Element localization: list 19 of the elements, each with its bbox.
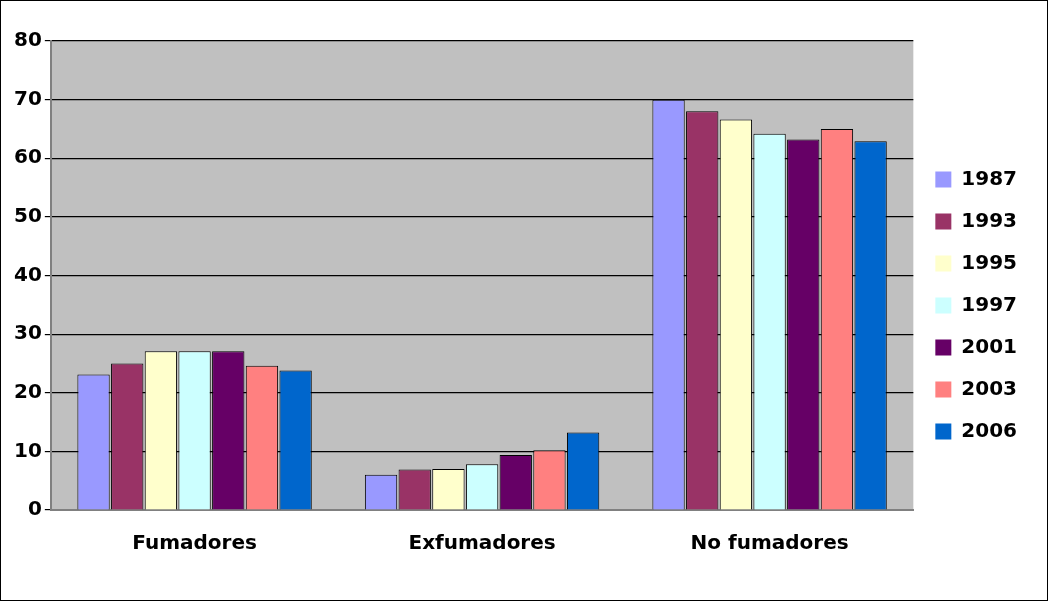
- legend-label: 1995: [961, 249, 1018, 274]
- x-tick-label: Fumadores: [132, 530, 257, 555]
- legend-label: 2003: [961, 375, 1018, 400]
- y-tick-label: 40: [13, 261, 42, 286]
- y-tick-label: 0: [27, 496, 42, 521]
- legend-label: 2006: [961, 417, 1018, 442]
- y-tick-label: 20: [13, 378, 42, 403]
- y-tick-label: 80: [13, 27, 42, 52]
- legend-label: 1997: [961, 291, 1018, 316]
- y-tick-label: 50: [13, 203, 42, 228]
- legend-label: 1987: [961, 165, 1018, 190]
- y-tick-label: 60: [13, 144, 42, 169]
- x-tick-label: No fumadores: [690, 530, 849, 555]
- y-tick-label: 70: [13, 85, 42, 110]
- legend-label: 1993: [961, 207, 1018, 232]
- x-tick-label: Exfumadores: [408, 530, 556, 555]
- legend-label: 2001: [961, 333, 1018, 358]
- y-tick-label: 10: [13, 437, 42, 462]
- y-tick-label: 30: [13, 320, 42, 345]
